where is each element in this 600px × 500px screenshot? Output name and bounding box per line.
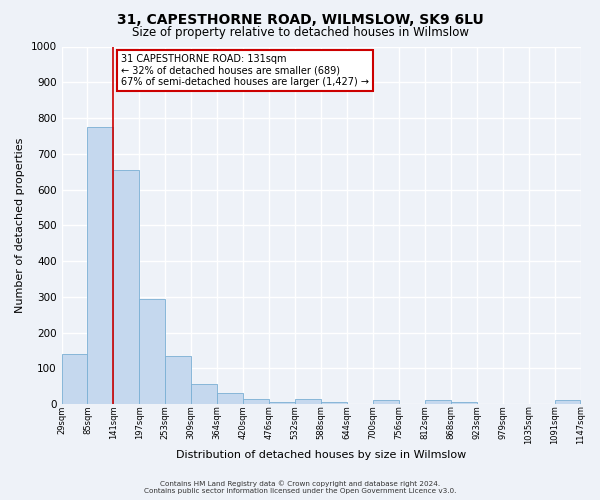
- Bar: [243, 398, 269, 404]
- Bar: [139, 298, 166, 404]
- Bar: [554, 400, 580, 404]
- Bar: [62, 354, 88, 404]
- Bar: [217, 394, 243, 404]
- Bar: [425, 400, 451, 404]
- Bar: [451, 402, 477, 404]
- Text: Size of property relative to detached houses in Wilmslow: Size of property relative to detached ho…: [131, 26, 469, 39]
- Bar: [269, 402, 295, 404]
- Text: 31, CAPESTHORNE ROAD, WILMSLOW, SK9 6LU: 31, CAPESTHORNE ROAD, WILMSLOW, SK9 6LU: [116, 12, 484, 26]
- Bar: [166, 356, 191, 404]
- Bar: [373, 400, 399, 404]
- Y-axis label: Number of detached properties: Number of detached properties: [15, 138, 25, 313]
- Bar: [321, 402, 347, 404]
- X-axis label: Distribution of detached houses by size in Wilmslow: Distribution of detached houses by size …: [176, 450, 466, 460]
- Text: 31 CAPESTHORNE ROAD: 131sqm
← 32% of detached houses are smaller (689)
67% of se: 31 CAPESTHORNE ROAD: 131sqm ← 32% of det…: [121, 54, 369, 87]
- Bar: [191, 384, 217, 404]
- Bar: [295, 398, 321, 404]
- Bar: [88, 127, 113, 404]
- Bar: [113, 170, 139, 404]
- Text: Contains HM Land Registry data © Crown copyright and database right 2024.
Contai: Contains HM Land Registry data © Crown c…: [144, 480, 456, 494]
